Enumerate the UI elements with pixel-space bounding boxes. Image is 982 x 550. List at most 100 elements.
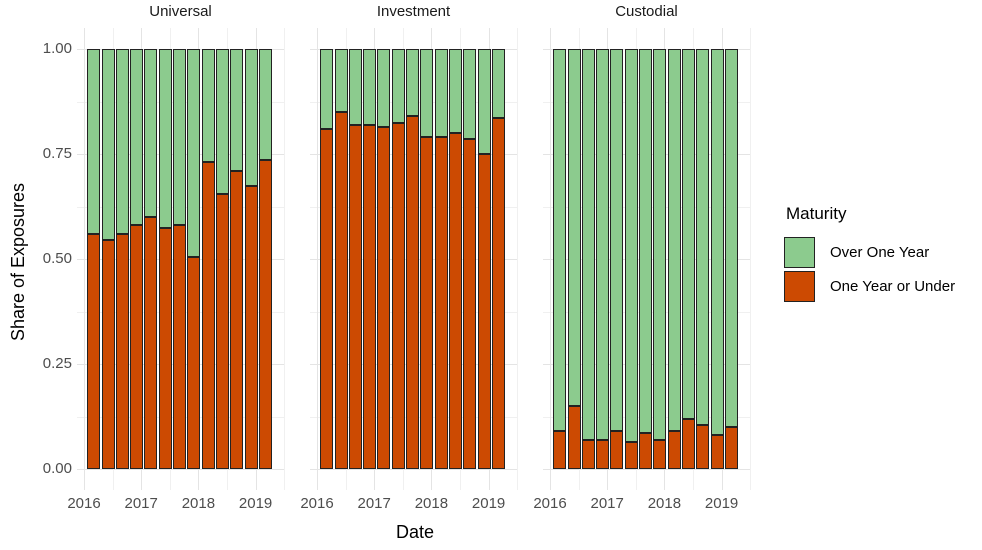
- bar-segment-one-year-or-under: [491, 118, 505, 469]
- gridline-major: [550, 28, 551, 490]
- bar-segment-over-one-year: [348, 49, 362, 125]
- panel-investment: [310, 28, 519, 490]
- x-axis-title: Date: [395, 522, 435, 542]
- bar-segment-one-year-or-under: [348, 124, 362, 469]
- bar-segment-one-year-or-under: [158, 227, 172, 469]
- bar-segment-one-year-or-under: [610, 431, 624, 469]
- bar-segment-over-one-year: [334, 49, 348, 112]
- y-axis-title: Share of Exposures: [8, 182, 28, 342]
- y-tick-label: 0.00: [42, 460, 72, 477]
- gridline-major: [317, 28, 318, 490]
- bar-segment-one-year-or-under: [187, 256, 201, 469]
- bar-segment-over-one-year: [173, 49, 186, 226]
- gridline-major: [84, 28, 85, 490]
- legend-title: Maturity: [786, 204, 847, 223]
- bar-segment-over-one-year: [201, 49, 215, 163]
- bar-segment-one-year-or-under: [391, 122, 405, 469]
- gridline-major: [310, 469, 517, 470]
- legend-maturity: Maturity Over One Year One Year or Under: [784, 204, 980, 305]
- y-tick-label: 0.75: [42, 145, 72, 162]
- bar-segment-over-one-year: [391, 49, 405, 123]
- bar-segment-one-year-or-under: [639, 433, 652, 469]
- bar-segment-over-one-year: [320, 49, 334, 129]
- bar-segment-over-one-year: [581, 49, 595, 440]
- bar-segment-over-one-year: [244, 49, 258, 186]
- bar-segment-over-one-year: [653, 49, 667, 440]
- legend-swatch-one-year-or-under: [784, 271, 815, 302]
- bar-segment-one-year-or-under: [596, 439, 610, 469]
- bar-segment-over-one-year: [463, 49, 477, 140]
- bar-segment-one-year-or-under: [101, 240, 115, 469]
- bar-segment-over-one-year: [130, 49, 144, 226]
- x-tick-label: 2016: [67, 495, 101, 512]
- bar-segment-one-year-or-under: [724, 427, 738, 469]
- x-tick-label: 2018: [181, 495, 216, 512]
- bar-segment-over-one-year: [144, 49, 158, 217]
- bar-segment-over-one-year: [724, 49, 738, 427]
- gridline-minor: [284, 28, 286, 490]
- bar-segment-over-one-year: [420, 49, 434, 138]
- gridline-major: [77, 469, 284, 470]
- bar-segment-one-year-or-under: [710, 435, 724, 469]
- bar-segment-over-one-year: [596, 49, 610, 440]
- bar-segment-one-year-or-under: [215, 193, 229, 469]
- x-tick-label: 2017: [590, 495, 624, 512]
- bar-segment-over-one-year: [491, 49, 505, 119]
- bar-segment-over-one-year: [667, 49, 681, 432]
- x-tick-label: 2017: [124, 495, 158, 512]
- bar-segment-one-year-or-under: [696, 424, 710, 469]
- bar-segment-one-year-or-under: [334, 112, 348, 469]
- legend-label: One Year or Under: [830, 278, 956, 295]
- bar-segment-over-one-year: [158, 49, 172, 228]
- bar-segment-over-one-year: [87, 49, 101, 234]
- panel-universal: [77, 28, 286, 490]
- bar-segment-over-one-year: [681, 49, 695, 419]
- bar-segment-over-one-year: [115, 49, 129, 234]
- bar-segment-one-year-or-under: [258, 160, 272, 469]
- y-tick-label: 0.50: [42, 250, 72, 267]
- bar-segment-one-year-or-under: [87, 233, 101, 469]
- y-tick-label: 1.00: [42, 40, 72, 57]
- bar-segment-over-one-year: [448, 49, 462, 133]
- bar-segment-over-one-year: [101, 49, 115, 241]
- bar-segment-one-year-or-under: [230, 170, 244, 469]
- bar-segment-one-year-or-under: [130, 225, 144, 469]
- bar-segment-over-one-year: [230, 49, 244, 171]
- x-tick-label: 2018: [647, 495, 682, 512]
- bar-segment-one-year-or-under: [115, 233, 129, 469]
- bar-segment-over-one-year: [696, 49, 710, 425]
- bar-segment-one-year-or-under: [420, 137, 434, 469]
- bar-segment-one-year-or-under: [173, 225, 186, 469]
- x-tick-label: 2019: [471, 495, 506, 512]
- x-tick-label: 2019: [704, 495, 739, 512]
- bar-segment-over-one-year: [610, 49, 624, 432]
- bar-segment-one-year-or-under: [448, 133, 462, 469]
- bar-segment-one-year-or-under: [553, 431, 567, 469]
- x-tick-label: 2018: [414, 495, 449, 512]
- x-tick-label: 2016: [533, 495, 567, 512]
- legend-item-one-year-or-under: One Year or Under: [784, 271, 980, 302]
- bar-segment-one-year-or-under: [581, 439, 595, 469]
- bar-segment-over-one-year: [553, 49, 567, 432]
- bar-segment-one-year-or-under: [567, 406, 581, 469]
- strip-title-custodial: Custodial: [615, 3, 678, 20]
- bar-segment-one-year-or-under: [434, 137, 448, 469]
- bar-segment-one-year-or-under: [681, 418, 695, 469]
- bar-segment-one-year-or-under: [463, 139, 477, 469]
- bar-segment-one-year-or-under: [406, 116, 419, 469]
- x-tick-label: 2017: [357, 495, 391, 512]
- x-tick-label: 2019: [238, 495, 273, 512]
- bar-segment-over-one-year: [567, 49, 581, 406]
- bar-segment-over-one-year: [215, 49, 229, 194]
- bar-segment-one-year-or-under: [244, 185, 258, 469]
- strip-title-universal: Universal: [149, 3, 212, 20]
- bar-segment-over-one-year: [710, 49, 724, 436]
- bar-segment-one-year-or-under: [477, 154, 491, 469]
- bar-segment-over-one-year: [406, 49, 419, 117]
- gridline-minor: [750, 28, 752, 490]
- bar-segment-one-year-or-under: [320, 128, 334, 469]
- bar-segment-one-year-or-under: [667, 431, 681, 469]
- bar-segment-one-year-or-under: [363, 124, 377, 469]
- bar-segment-one-year-or-under: [653, 439, 667, 469]
